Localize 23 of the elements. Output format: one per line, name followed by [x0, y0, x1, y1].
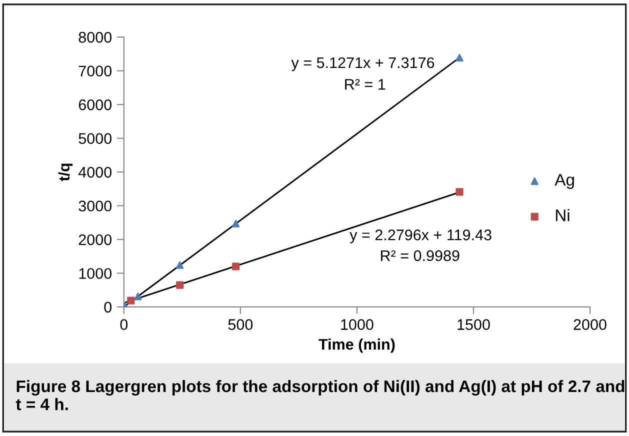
x-tick-label: 2000: [574, 319, 606, 330]
y-tick-label: 7000: [78, 66, 112, 76]
annotation: y = 2.2796x + 119.43: [350, 230, 492, 244]
legend-label: Ag: [554, 174, 574, 189]
annotation: R² = 1: [345, 78, 386, 90]
y-tick-label: 8000: [78, 32, 112, 43]
x-axis-title: Time (min): [318, 338, 395, 353]
y-tick-label: 3000: [78, 200, 112, 212]
legend-label: Ni: [556, 208, 570, 222]
x-tick-label: 0: [120, 319, 128, 330]
y-tick-label: 4000: [78, 166, 112, 178]
y-axis-title: t/q: [58, 164, 73, 182]
y-tick-label: 2000: [78, 234, 112, 246]
y-tick-label: 0: [104, 302, 112, 313]
caption: Figure 8 Lagergren plots for the adsorption of Ni(II) and Ag(I) at pH of 2.7 and t = 4 h.: [16, 380, 624, 410]
x-tick-label: 1000: [341, 319, 374, 330]
y-tick-label: 5000: [78, 133, 112, 144]
x-tick-label: 500: [228, 319, 253, 330]
x-tick-label: 1500: [458, 319, 490, 330]
annotation: y = 5.1271x + 7.3176: [291, 57, 434, 72]
annotation: R² = 0.9989: [381, 250, 460, 262]
y-tick-label: 1000: [79, 268, 112, 279]
y-tick-label: 6000: [78, 99, 112, 110]
